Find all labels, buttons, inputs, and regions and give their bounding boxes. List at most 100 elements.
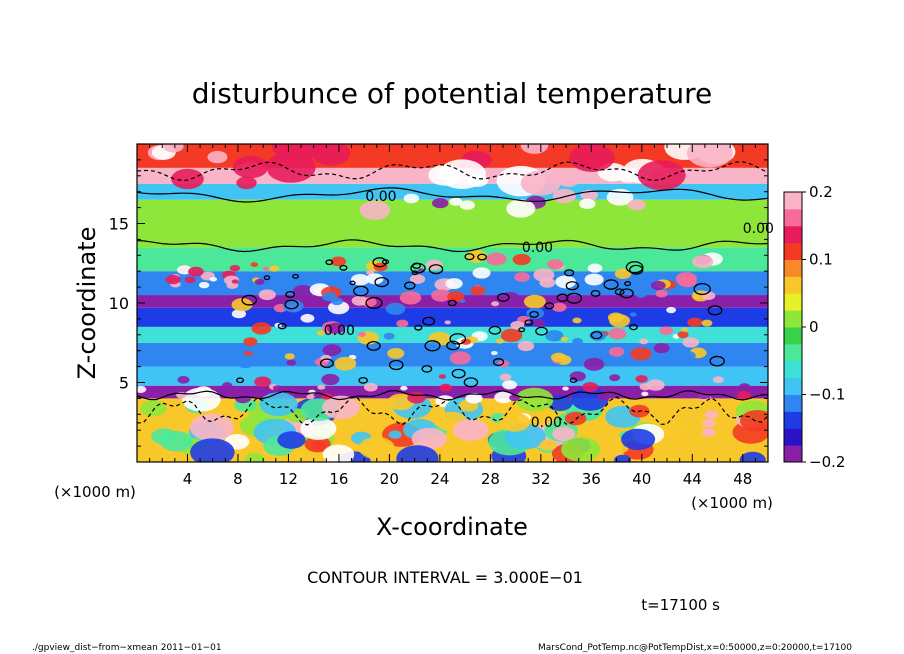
contour-loop xyxy=(524,319,534,326)
contour-loop xyxy=(492,358,505,367)
blob xyxy=(520,144,549,154)
blob xyxy=(266,151,316,183)
contour-loop xyxy=(353,285,369,297)
blob xyxy=(438,374,446,379)
blob xyxy=(677,331,689,339)
blob xyxy=(579,198,596,210)
blob xyxy=(229,264,241,272)
blob xyxy=(388,430,402,439)
blob xyxy=(322,395,360,420)
contour-loop xyxy=(366,340,381,351)
x-tick-label: 40 xyxy=(632,470,651,488)
blob xyxy=(163,144,184,153)
contour-loop xyxy=(709,355,725,367)
contour-line-2 xyxy=(137,187,768,203)
blob xyxy=(680,351,696,361)
blob xyxy=(272,385,282,391)
blob xyxy=(545,330,564,342)
contour-loop xyxy=(339,264,348,271)
contour-line-4 xyxy=(137,389,768,401)
blob xyxy=(681,327,689,332)
colorbar-swatch xyxy=(784,259,802,277)
blob xyxy=(663,423,688,438)
blob xyxy=(515,387,554,412)
blob xyxy=(499,412,530,432)
colorbar-tick-label: 0 xyxy=(809,318,819,336)
contour-loop xyxy=(428,264,444,275)
contour-loop xyxy=(565,281,579,291)
blob xyxy=(639,338,649,345)
blob xyxy=(411,427,447,450)
blob xyxy=(597,391,612,401)
colorbar-swatch xyxy=(784,327,802,345)
contour-loop xyxy=(241,294,258,306)
blob xyxy=(292,284,314,299)
blob xyxy=(431,289,452,302)
colorbar-swatch xyxy=(784,411,802,429)
blob xyxy=(584,273,604,286)
blob xyxy=(235,355,256,369)
blob xyxy=(564,411,587,426)
blob xyxy=(533,268,555,282)
blob xyxy=(366,273,384,285)
contour-loop xyxy=(292,273,299,279)
blob xyxy=(608,346,625,357)
x-tick-label: 36 xyxy=(582,470,601,488)
contour-loop xyxy=(603,279,619,290)
blob xyxy=(198,281,210,289)
colorbar-swatch xyxy=(784,310,802,328)
blob xyxy=(439,383,452,392)
blob xyxy=(617,169,639,183)
x-tick-label: 28 xyxy=(481,470,500,488)
blob xyxy=(231,298,253,312)
blob xyxy=(137,385,147,393)
x-tick-label: 24 xyxy=(430,470,449,488)
blob xyxy=(305,273,314,279)
blob xyxy=(635,291,647,298)
blob xyxy=(399,291,422,305)
blob xyxy=(465,392,483,404)
blob xyxy=(712,376,724,384)
contour-loop xyxy=(488,325,502,335)
blob xyxy=(637,160,686,191)
blob xyxy=(547,259,564,270)
contour-loop xyxy=(451,368,466,379)
blob xyxy=(250,262,259,267)
blob xyxy=(269,265,280,272)
contour-loop xyxy=(529,310,539,318)
blob xyxy=(317,384,326,390)
blob xyxy=(666,306,677,314)
blob xyxy=(400,385,408,391)
blob xyxy=(184,276,196,284)
blob xyxy=(243,337,258,347)
blob xyxy=(655,289,668,298)
colorbar xyxy=(784,192,802,463)
contour-lines xyxy=(137,161,768,426)
x-tick-label: 32 xyxy=(531,470,550,488)
blob xyxy=(445,278,463,289)
footer-left: ./gpview_dist−from−xmean 2011−01−01 xyxy=(32,643,222,653)
blob xyxy=(236,176,257,190)
blob xyxy=(396,445,439,462)
contour-loop xyxy=(284,299,299,310)
blob xyxy=(409,274,426,284)
blob xyxy=(254,278,265,285)
blob xyxy=(552,188,576,204)
x-tick-label: 16 xyxy=(329,470,348,488)
contour-loop xyxy=(707,305,723,316)
blob xyxy=(231,279,239,284)
blob xyxy=(470,285,486,296)
contour-loop xyxy=(372,257,387,268)
blob xyxy=(453,418,489,441)
blob xyxy=(569,144,615,172)
band-9 xyxy=(137,199,768,248)
blob xyxy=(520,170,561,196)
blob xyxy=(552,426,576,442)
blob xyxy=(444,320,451,325)
y-unit-label: (×1000 m) xyxy=(54,483,136,501)
contour-loop xyxy=(477,253,487,261)
contour-label-1: 0.00 xyxy=(743,221,774,237)
blob xyxy=(277,431,306,449)
blob xyxy=(659,326,674,336)
